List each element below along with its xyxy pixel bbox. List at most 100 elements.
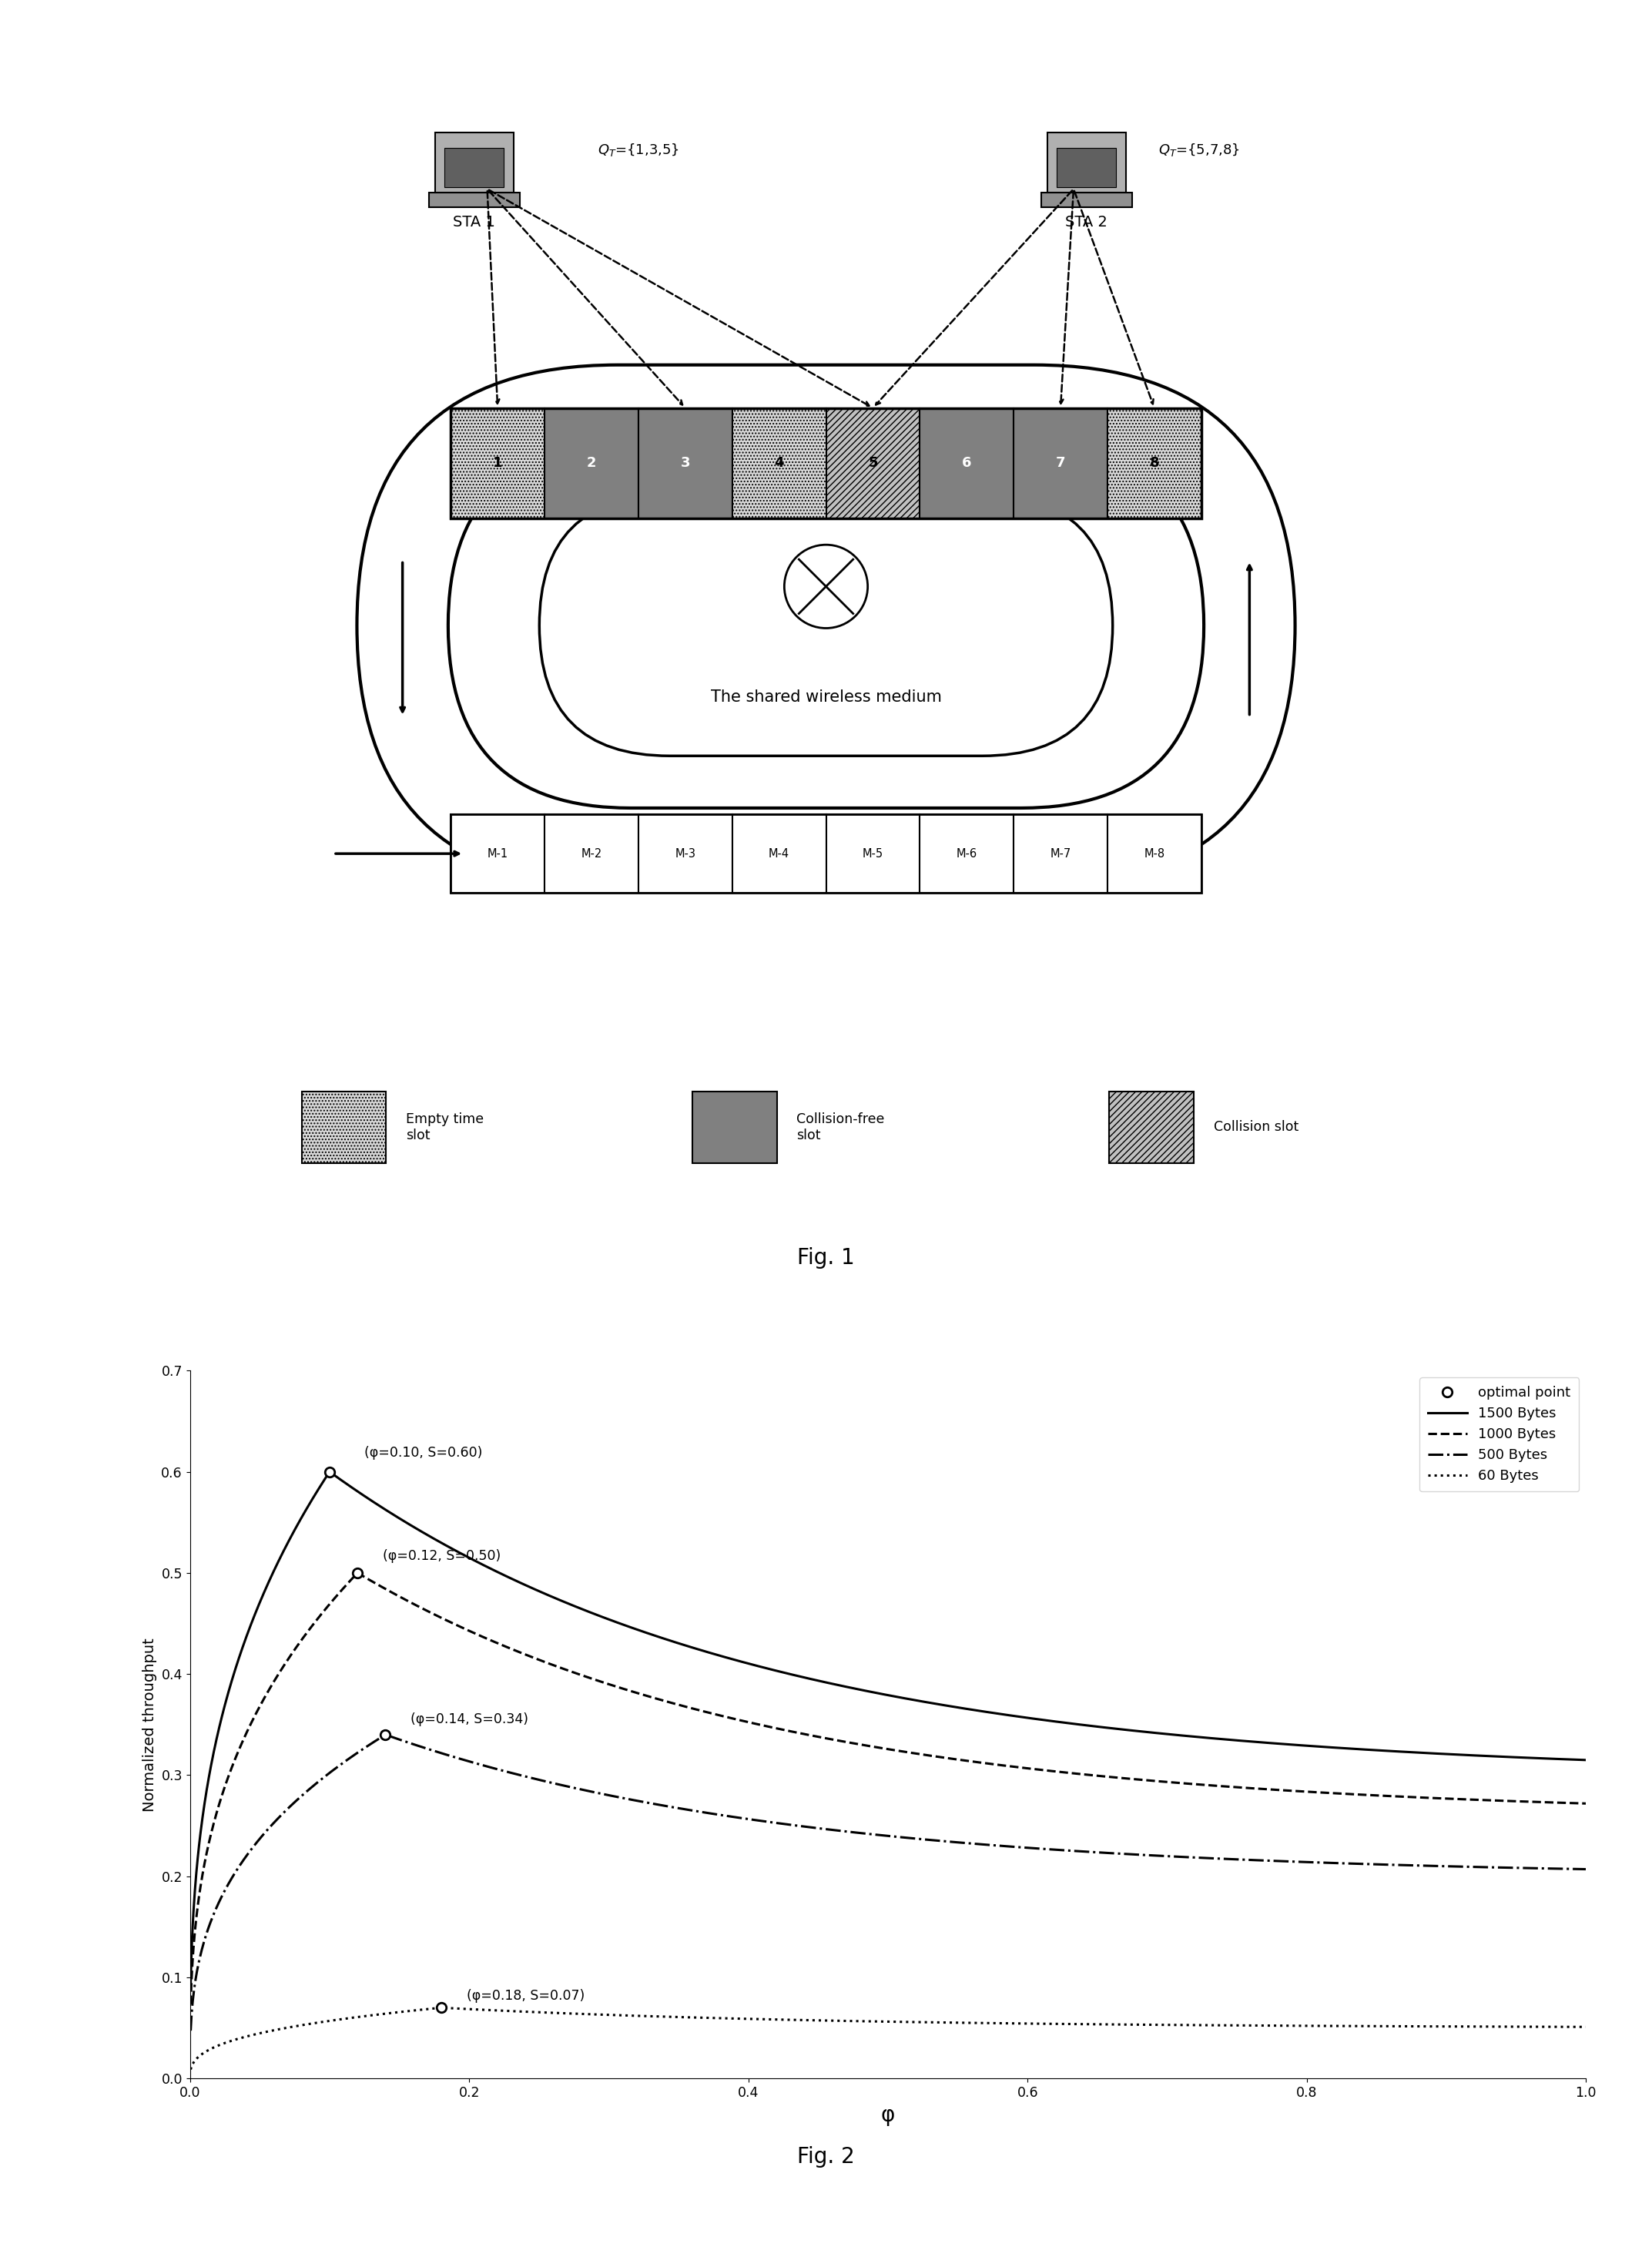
Bar <box>826 813 920 892</box>
Bar <box>451 813 545 892</box>
Bar <box>545 409 638 519</box>
Line: 500 Bytes: 500 Bytes <box>190 1735 1586 2031</box>
Text: Collision slot: Collision slot <box>1214 1121 1298 1135</box>
1500 Bytes <box>861 1679 881 1705</box>
Text: 6: 6 <box>961 456 971 470</box>
Text: (φ=0.10, S=0.60): (φ=0.10, S=0.60) <box>365 1445 482 1461</box>
Text: M-3: M-3 <box>676 847 695 858</box>
Bar <box>1047 133 1127 193</box>
Text: 1: 1 <box>492 456 502 470</box>
Bar <box>1107 813 1201 892</box>
Text: M-4: M-4 <box>768 847 790 858</box>
Text: M-1: M-1 <box>487 847 509 858</box>
1500 Bytes <box>180 1971 200 1998</box>
X-axis label: φ: φ <box>881 2103 895 2126</box>
500 Bytes <box>375 1721 395 1748</box>
Text: 8: 8 <box>1150 456 1160 470</box>
Line: 1000 Bytes: 1000 Bytes <box>190 1573 1586 2004</box>
Text: M-6: M-6 <box>957 847 978 858</box>
1500 Bytes <box>1535 1746 1555 1773</box>
Legend: optimal point, 1500 Bytes, 1000 Bytes, 500 Bytes, 60 Bytes: optimal point, 1500 Bytes, 1000 Bytes, 5… <box>1419 1377 1579 1492</box>
Text: Fig. 2: Fig. 2 <box>798 2146 854 2168</box>
Bar <box>638 409 732 519</box>
500 Bytes <box>823 1816 843 1843</box>
500 Bytes <box>253 1822 273 1849</box>
Bar <box>732 813 826 892</box>
Bar <box>1107 409 1201 519</box>
Text: 2: 2 <box>586 456 596 470</box>
1500 Bytes <box>1536 1746 1556 1773</box>
500 Bytes <box>180 2018 200 2045</box>
Bar <box>692 1092 776 1164</box>
Y-axis label: Normalized throughput: Normalized throughput <box>142 1638 157 1811</box>
60 Bytes <box>180 2056 200 2083</box>
60 Bytes <box>431 1995 451 2022</box>
60 Bytes <box>253 2020 273 2047</box>
Bar <box>302 1092 387 1164</box>
500 Bytes <box>861 1820 881 1847</box>
Text: $Q_T$={1,3,5}: $Q_T$={1,3,5} <box>598 142 679 157</box>
FancyBboxPatch shape <box>357 364 1295 885</box>
Bar <box>826 409 920 519</box>
60 Bytes <box>1576 2013 1596 2040</box>
60 Bytes <box>1280 2013 1300 2040</box>
1500 Bytes <box>1280 1730 1300 1757</box>
500 Bytes <box>1536 1856 1556 1883</box>
Bar <box>451 409 545 519</box>
FancyBboxPatch shape <box>539 494 1113 755</box>
Text: 7: 7 <box>1056 456 1066 470</box>
Text: M-5: M-5 <box>862 847 884 858</box>
Text: (φ=0.18, S=0.07): (φ=0.18, S=0.07) <box>466 1989 585 2002</box>
Text: (φ=0.14, S=0.34): (φ=0.14, S=0.34) <box>411 1712 529 1726</box>
Text: STA 1: STA 1 <box>453 216 496 229</box>
Bar <box>1014 813 1107 892</box>
Text: (φ=0.12, S=0.50): (φ=0.12, S=0.50) <box>383 1548 501 1564</box>
Bar <box>1014 409 1107 519</box>
Bar <box>444 148 504 187</box>
1000 Bytes <box>823 1726 843 1753</box>
1000 Bytes <box>861 1732 881 1759</box>
Bar <box>1110 1092 1194 1164</box>
Circle shape <box>785 544 867 629</box>
Bar <box>732 409 826 519</box>
Text: STA 2: STA 2 <box>1066 216 1108 229</box>
60 Bytes <box>861 2009 881 2036</box>
FancyBboxPatch shape <box>448 443 1204 809</box>
Bar <box>430 193 519 207</box>
Text: Empty time
slot: Empty time slot <box>406 1112 484 1141</box>
Line: 60 Bytes: 60 Bytes <box>190 2009 1586 2069</box>
1000 Bytes <box>1536 1789 1556 1816</box>
1000 Bytes <box>347 1559 367 1586</box>
Text: The shared wireless medium: The shared wireless medium <box>710 690 942 706</box>
Line: 1500 Bytes: 1500 Bytes <box>190 1472 1586 1984</box>
Text: Collision-free
slot: Collision-free slot <box>796 1112 885 1141</box>
1000 Bytes <box>180 1991 200 2018</box>
1000 Bytes <box>1535 1789 1555 1816</box>
Text: M-2: M-2 <box>582 847 601 858</box>
Text: $Q_T$={5,7,8}: $Q_T$={5,7,8} <box>1158 142 1239 157</box>
500 Bytes <box>1280 1847 1300 1874</box>
60 Bytes <box>823 2007 843 2034</box>
Text: Fig. 1: Fig. 1 <box>798 1247 854 1267</box>
Bar <box>451 409 1201 519</box>
1500 Bytes <box>1576 1746 1596 1773</box>
1500 Bytes <box>823 1670 843 1696</box>
Bar <box>451 813 1201 892</box>
Text: M-7: M-7 <box>1051 847 1070 858</box>
Bar <box>1041 193 1132 207</box>
Bar <box>434 133 514 193</box>
Bar <box>920 409 1014 519</box>
500 Bytes <box>1535 1856 1555 1883</box>
Text: 3: 3 <box>681 456 691 470</box>
1000 Bytes <box>253 1690 273 1717</box>
1000 Bytes <box>1576 1791 1596 1818</box>
Bar <box>920 813 1014 892</box>
Bar <box>545 813 638 892</box>
Bar <box>1057 148 1117 187</box>
Bar <box>638 813 732 892</box>
1500 Bytes <box>253 1584 273 1611</box>
Text: M-8: M-8 <box>1143 847 1165 858</box>
1000 Bytes <box>1280 1777 1300 1804</box>
60 Bytes <box>1536 2013 1556 2040</box>
60 Bytes <box>1535 2013 1555 2040</box>
